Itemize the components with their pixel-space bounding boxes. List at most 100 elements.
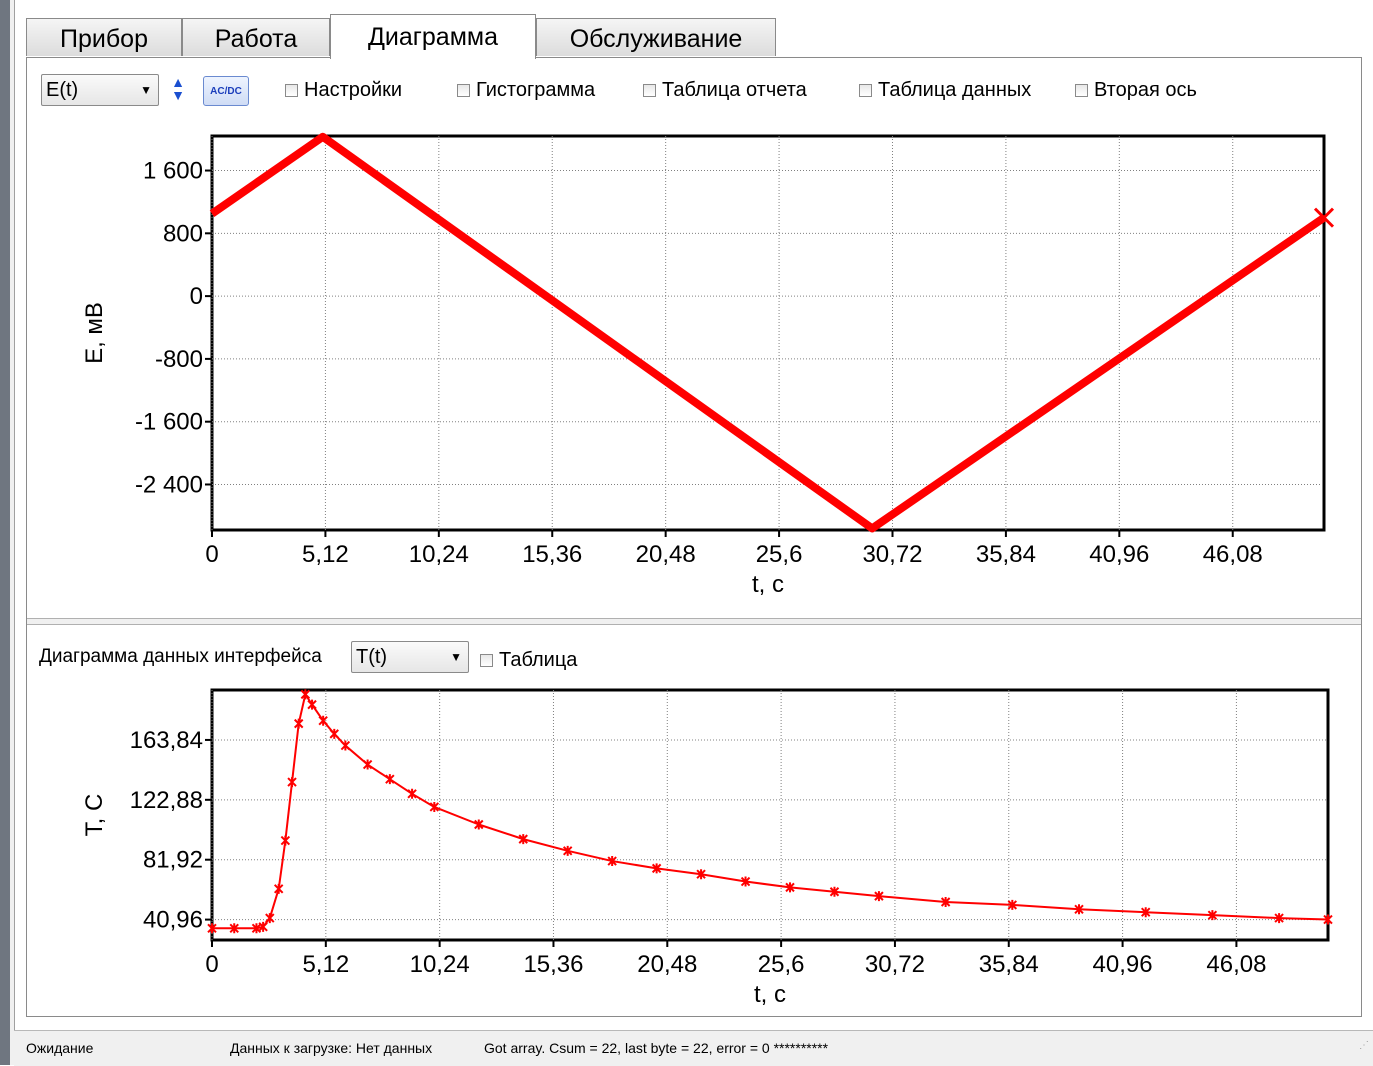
window-border bbox=[0, 0, 10, 1065]
checkbox-box[interactable] bbox=[643, 84, 656, 97]
interface-select[interactable]: T(t) ▼ bbox=[351, 641, 469, 673]
status-message: Got array. Csum = 22, last byte = 22, er… bbox=[484, 1040, 829, 1056]
tab-diagramma[interactable]: Диаграмма bbox=[330, 14, 536, 59]
checkbox-second-axis[interactable]: Вторая ось bbox=[1075, 79, 1197, 102]
y-tick-label: -2 400 bbox=[135, 471, 203, 498]
data-point-marker bbox=[287, 777, 297, 788]
checkbox-settings[interactable]: Настройки bbox=[285, 79, 402, 102]
data-point-marker bbox=[1274, 913, 1284, 924]
interface-diagram-label: Диаграмма данных интерфейса bbox=[39, 646, 322, 667]
plot-frame bbox=[210, 134, 1326, 532]
tab-pribor[interactable]: Прибор bbox=[26, 18, 182, 56]
mode-select[interactable]: E(t) ▼ bbox=[41, 74, 159, 106]
status-state: Ожидание bbox=[26, 1040, 94, 1056]
checkbox-label: Вторая ось bbox=[1094, 79, 1197, 101]
y-axis-label: T, C bbox=[81, 794, 108, 837]
data-point-marker bbox=[318, 715, 328, 726]
interface-select-value: T(t) bbox=[356, 646, 388, 668]
data-point-marker bbox=[1074, 904, 1084, 915]
data-point-marker bbox=[251, 923, 262, 934]
checkbox-data-table[interactable]: Таблица данных bbox=[859, 79, 1031, 102]
data-point-marker bbox=[258, 921, 268, 932]
data-point-marker bbox=[1141, 907, 1151, 918]
data-point-marker bbox=[696, 869, 706, 880]
spin-updown-icon[interactable]: ▲ ▼ bbox=[171, 74, 185, 103]
checkbox-box[interactable] bbox=[457, 84, 470, 97]
checkbox-label: Таблица bbox=[499, 649, 578, 671]
data-point-marker bbox=[265, 913, 275, 924]
resize-grip-icon[interactable]: ⋰ bbox=[1359, 1040, 1369, 1051]
checkbox-label: Таблица данных bbox=[878, 79, 1032, 101]
checkbox-histogram[interactable]: Гистограмма bbox=[457, 79, 595, 102]
data-point-marker bbox=[340, 740, 351, 751]
checkbox-box[interactable] bbox=[480, 654, 493, 667]
data-point-marker bbox=[307, 699, 317, 710]
x-tick-label: 20,48 bbox=[636, 541, 696, 568]
data-point-marker bbox=[607, 856, 617, 867]
data-point-marker bbox=[293, 718, 304, 729]
y-tick-label: 81,92 bbox=[143, 847, 203, 874]
last-point-marker bbox=[1313, 207, 1335, 228]
y-tick-label: 800 bbox=[163, 220, 203, 247]
x-tick-label: 46,08 bbox=[1206, 951, 1266, 978]
panel-splitter[interactable] bbox=[27, 618, 1361, 625]
x-tick-label: 10,24 bbox=[410, 951, 470, 978]
data-point-marker bbox=[429, 801, 440, 812]
y-tick-label: -1 600 bbox=[135, 409, 203, 436]
data-point-marker bbox=[362, 759, 373, 770]
data-point-marker bbox=[940, 896, 951, 907]
data-point-marker bbox=[329, 728, 339, 739]
window-frame bbox=[10, 0, 15, 1065]
data-point-marker bbox=[300, 689, 311, 700]
x-tick-label: 46,08 bbox=[1203, 541, 1263, 568]
x-tick-label: 15,36 bbox=[523, 951, 583, 978]
tab-rabota[interactable]: Работа bbox=[182, 18, 330, 56]
data-point-marker bbox=[740, 876, 751, 887]
data-point-marker bbox=[385, 774, 395, 785]
data-point-marker bbox=[785, 882, 795, 893]
x-tick-label: 35,84 bbox=[976, 541, 1036, 568]
data-point-marker bbox=[1007, 899, 1018, 910]
x-tick-label: 20,48 bbox=[637, 951, 697, 978]
x-axis-label: t, c bbox=[754, 981, 786, 1008]
checkbox-box[interactable] bbox=[285, 84, 298, 97]
y-tick-label: 1 600 bbox=[143, 158, 203, 185]
data-point-marker bbox=[207, 923, 217, 934]
x-tick-label: 30,72 bbox=[862, 541, 922, 568]
x-tick-label: 15,36 bbox=[522, 541, 582, 568]
data-point-marker bbox=[280, 835, 291, 846]
status-bar: Ожидание Данных к загрузке: Нет данных G… bbox=[14, 1030, 1373, 1066]
series-line bbox=[209, 132, 1327, 533]
x-tick-label: 40,96 bbox=[1089, 541, 1149, 568]
data-point-marker bbox=[1207, 910, 1218, 921]
checkbox-label: Таблица отчета bbox=[662, 79, 807, 101]
x-tick-label: 0 bbox=[205, 541, 218, 568]
checkbox-box[interactable] bbox=[1075, 84, 1088, 97]
x-tick-label: 10,24 bbox=[409, 541, 469, 568]
data-point-marker bbox=[874, 891, 884, 902]
chart-toolbar: E(t) ▼ ▲ ▼ AC/DC Настройки Гистограмма Та… bbox=[41, 74, 1341, 108]
plot-frame bbox=[210, 688, 1330, 942]
checkbox-report-table[interactable]: Таблица отчета bbox=[643, 79, 807, 102]
data-point-marker bbox=[474, 819, 484, 830]
data-point-marker bbox=[1323, 914, 1333, 925]
data-point-marker bbox=[562, 845, 573, 856]
data-point-marker bbox=[829, 886, 840, 897]
acdc-button[interactable]: AC/DC bbox=[203, 76, 249, 106]
chevron-down-icon: ▼ bbox=[450, 650, 462, 664]
chart-e-t: 0 5,12 10,24 15,36 20,48 25,6 30,72 35,84 40,96 4… bbox=[81, 132, 1335, 598]
y-tick-label: 0 bbox=[190, 283, 203, 310]
checkbox-table[interactable]: Таблица bbox=[480, 649, 577, 672]
y-tick-label: 122,88 bbox=[130, 787, 203, 814]
status-download: Данных к загрузке: Нет данных bbox=[230, 1040, 433, 1056]
y-tick-label: 40,96 bbox=[143, 907, 203, 934]
x-tick-label: 30,72 bbox=[865, 951, 925, 978]
data-point-marker bbox=[651, 863, 662, 874]
checkbox-box[interactable] bbox=[859, 84, 872, 97]
data-point-marker bbox=[407, 788, 417, 799]
x-tick-label: 25,6 bbox=[756, 541, 803, 568]
checkbox-label: Настройки bbox=[304, 79, 403, 101]
x-tick-label: 25,6 bbox=[758, 951, 805, 978]
tab-obsluzhivanie[interactable]: Обслуживание bbox=[536, 18, 776, 56]
y-tick-label: 163,84 bbox=[130, 727, 203, 754]
